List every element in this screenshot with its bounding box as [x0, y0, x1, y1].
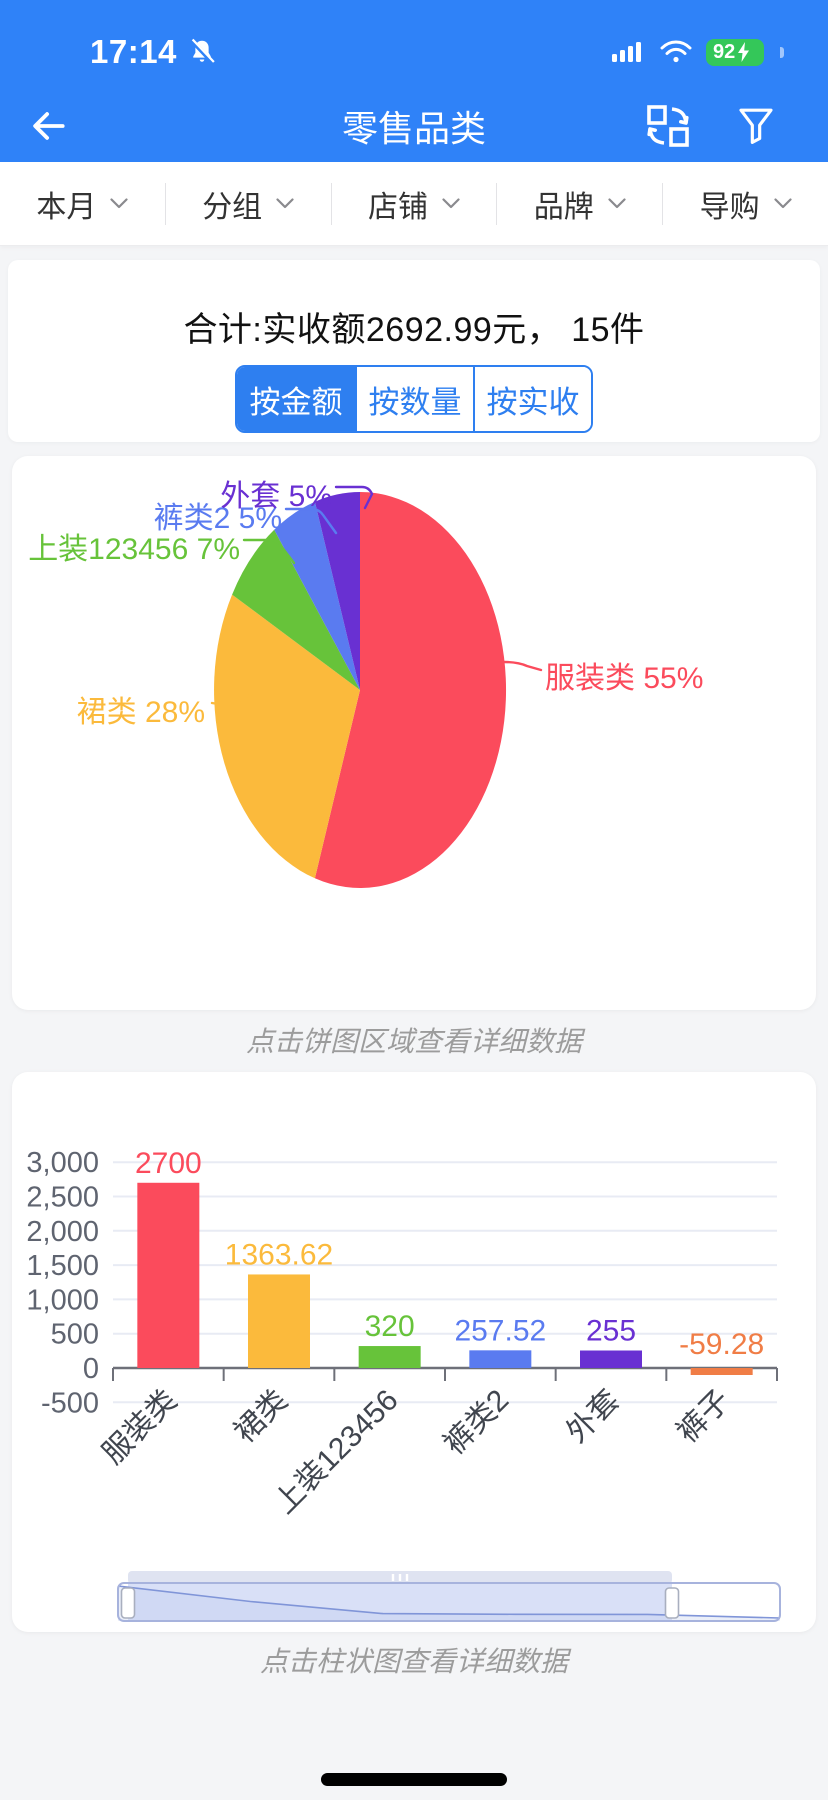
pie-label-line [242, 538, 296, 565]
app-header: 17:14 [0, 0, 828, 162]
filter-dropdown-3[interactable]: 店铺 [332, 162, 497, 245]
pie-slice-1[interactable] [314, 492, 507, 888]
bar-value-label: 257.52 [454, 1314, 546, 1347]
pie-label-line [334, 485, 374, 510]
filter-dropdown-1[interactable]: 本月 [0, 162, 165, 245]
pie-slice-5[interactable] [314, 492, 360, 690]
bar-5[interactable] [580, 1350, 642, 1368]
y-axis-tick-label: 1,000 [26, 1284, 99, 1316]
battery-charging-icon: 92 [706, 38, 764, 66]
x-axis-category-label: 裤子 [671, 1384, 737, 1450]
y-axis-tick-label: 2,000 [26, 1216, 99, 1248]
x-axis-category-label: 裙类 [228, 1384, 294, 1450]
bar-chart-card[interactable]: 3,000 2,500 2,000 1,500 1,000 500 0 -500 2700 服装类… [12, 1072, 816, 1632]
y-axis-tick-label: 0 [83, 1353, 99, 1385]
slider-handle-right[interactable] [664, 1587, 680, 1619]
view-tab-1[interactable]: 按金额 [237, 367, 355, 431]
wifi-icon [660, 40, 692, 63]
bar-value-label: 255 [586, 1315, 636, 1348]
view-tab-3[interactable]: 按实收 [473, 367, 591, 431]
view-tab-2[interactable]: 按数量 [355, 367, 473, 431]
battery-percent: 92 [713, 40, 736, 63]
cellular-signal-icon [612, 42, 641, 62]
pie-label-line [502, 660, 543, 672]
x-axis-category-label: 裤类2 [438, 1384, 516, 1462]
battery-nub [780, 46, 784, 58]
filter-label: 本月 [36, 190, 97, 224]
pie-label-5: 外套 5% [220, 480, 332, 513]
page-title: 零售品类 [341, 108, 486, 149]
filter-label: 导购 [699, 190, 760, 224]
view-tabs: 按金额 按数量 按实收 [235, 365, 593, 433]
status-bar: 17:14 [0, 0, 828, 90]
bar-value-label: 320 [365, 1310, 415, 1343]
slider-grip-line [398, 1574, 402, 1581]
pie-slice-3[interactable] [232, 529, 360, 690]
slider-selection[interactable] [128, 1583, 672, 1621]
summary-card: 合计:实收额2692.99元， 15件 按金额 按数量 按实收 [8, 260, 820, 442]
pie-label-line [210, 689, 258, 706]
filter-label: 分组 [202, 190, 263, 224]
y-axis-tick-label: -500 [41, 1387, 99, 1419]
chevron-down-icon [276, 198, 294, 209]
slider-handle-left[interactable] [120, 1587, 136, 1619]
filter-dropdown-4[interactable]: 品牌 [497, 162, 662, 245]
pie-hint-text: 点击饼图区域查看详细数据 [245, 1026, 582, 1057]
x-axis-category-label: 外套 [560, 1384, 626, 1450]
lightning-bolt-icon [738, 42, 750, 62]
funnel-icon[interactable] [736, 104, 776, 148]
bar-value-label: 2700 [135, 1147, 202, 1180]
pie-chart[interactable] [12, 456, 816, 1010]
filter-dropdown-5[interactable]: 导购 [663, 162, 828, 245]
chevron-down-icon [773, 198, 792, 209]
bar-4[interactable] [469, 1350, 532, 1368]
y-axis-tick-label: 3,000 [26, 1147, 99, 1179]
bar-value-label: -59.28 [679, 1328, 764, 1361]
x-axis-category-label: 服装类 [96, 1384, 183, 1471]
bar-1[interactable] [137, 1182, 200, 1368]
filter-label: 店铺 [367, 190, 428, 224]
slider-track-border [117, 1582, 781, 1622]
bar-value-label: 1363.62 [225, 1238, 333, 1271]
filter-divider [662, 182, 664, 225]
y-axis-tick-label: 1,500 [26, 1250, 99, 1282]
pie-slice-2[interactable] [214, 594, 360, 879]
pie-label-2: 裙类 28% [76, 696, 205, 729]
chevron-down-icon [608, 198, 626, 209]
bar-3[interactable] [358, 1346, 421, 1368]
bar-6[interactable] [690, 1368, 753, 1375]
slider-grip-line [405, 1574, 409, 1581]
pie-label-4: 裤类2 5% [153, 502, 282, 535]
filter-divider [496, 182, 498, 225]
swap-squares-icon[interactable] [644, 102, 692, 150]
data-zoom-slider[interactable] [117, 1571, 781, 1622]
pie-label-3: 上装123456 7% [28, 533, 240, 566]
filter-divider [164, 182, 166, 225]
chevron-down-icon [442, 198, 460, 209]
y-axis-tick-label: 500 [51, 1319, 99, 1351]
bell-slash-icon [189, 38, 215, 65]
bar-2[interactable] [248, 1274, 310, 1368]
filter-divider [330, 182, 332, 225]
summary-total: 合计:实收额2692.99元， 15件 [183, 311, 645, 349]
home-indicator [321, 1773, 507, 1786]
status-time: 17:14 [90, 33, 177, 70]
y-axis-tick-label: 2,500 [26, 1182, 99, 1214]
slider-grip-line [391, 1574, 395, 1581]
pie-chart-card[interactable]: 服装类 55% 裙类 28% 上装123456 7% 裤类2 5% 外套 5% [12, 456, 816, 1010]
nav-bar: 零售品类 [0, 90, 828, 162]
pie-label-line [284, 507, 338, 535]
filter-bar: 本月 分组 店铺 品牌 导购 [0, 162, 828, 246]
pie-label-1: 服装类 55% [545, 662, 704, 695]
pie-slice-4[interactable] [274, 501, 360, 690]
filter-dropdown-2[interactable]: 分组 [166, 162, 331, 245]
back-button[interactable] [26, 104, 70, 148]
chevron-down-icon [110, 198, 128, 209]
bar-hint-text: 点击柱状图查看详细数据 [259, 1646, 568, 1677]
filter-label: 品牌 [533, 190, 594, 224]
